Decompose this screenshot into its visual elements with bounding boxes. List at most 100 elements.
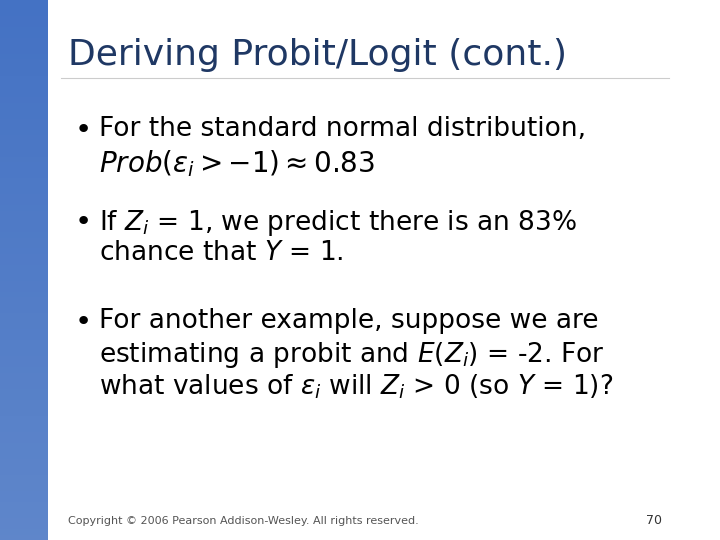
Bar [0,22,48,27]
Bar [0,59,48,65]
Bar [0,184,48,189]
Bar [0,481,48,486]
Bar [0,0,48,5]
Bar [0,486,48,491]
Bar [0,76,48,81]
Bar [0,292,48,297]
Bar [0,130,48,135]
Text: Copyright © 2006 Pearson Addison-Wesley. All rights reserved.: Copyright © 2006 Pearson Addison-Wesley.… [68,516,419,526]
Bar [0,524,48,529]
Bar [0,297,48,302]
Bar [0,140,48,146]
Text: chance that $Y$ = 1.: chance that $Y$ = 1. [99,240,343,266]
Bar [0,162,48,167]
Bar [0,178,48,184]
Bar [0,167,48,173]
Bar [0,281,48,286]
Bar [0,232,48,238]
Bar [0,205,48,211]
Bar [0,443,48,448]
Bar [0,313,48,319]
FancyBboxPatch shape [0,0,48,540]
Bar [0,362,48,367]
Bar [0,248,48,254]
Bar [0,502,48,508]
Bar [0,43,48,49]
Bar [0,400,48,405]
Bar [0,173,48,178]
Text: 70: 70 [647,514,662,526]
Bar [0,427,48,432]
Bar [0,254,48,259]
Bar [0,518,48,524]
Bar [0,49,48,54]
Text: $\mathit{Prob}(\varepsilon_i > \mathrm{-1}) \approx 0.83$: $\mathit{Prob}(\varepsilon_i > \mathrm{-… [99,148,374,179]
Bar [0,151,48,157]
Bar [0,302,48,308]
Bar [0,508,48,513]
Bar [0,421,48,427]
Bar [0,103,48,108]
Bar [0,491,48,497]
Text: For another example, suppose we are: For another example, suppose we are [99,308,598,334]
Bar [0,259,48,265]
Bar [0,113,48,119]
Bar [0,340,48,346]
Bar [0,135,48,140]
Bar [0,497,48,502]
Bar [0,454,48,459]
Bar [0,475,48,481]
Bar [0,146,48,151]
Bar [0,275,48,281]
Bar [0,324,48,329]
Bar [0,535,48,540]
Bar [0,410,48,416]
Bar [0,243,48,248]
Bar [0,86,48,92]
Text: If $Z_i$ = 1, we predict there is an 83%: If $Z_i$ = 1, we predict there is an 83% [99,208,577,238]
Bar [0,405,48,410]
Bar [0,70,48,76]
Bar [0,432,48,437]
Bar [0,351,48,356]
Text: estimating a probit and $E(Z_i)$ = -2. For: estimating a probit and $E(Z_i)$ = -2. F… [99,340,604,370]
Text: For the standard normal distribution,: For the standard normal distribution, [99,116,586,142]
Bar [0,265,48,270]
Bar [0,227,48,232]
Bar [0,459,48,464]
Bar [0,335,48,340]
Bar [0,11,48,16]
Bar [0,238,48,243]
Text: •: • [75,116,92,144]
Bar [0,308,48,313]
Bar [0,464,48,470]
Bar [0,286,48,292]
Bar [0,319,48,324]
Bar [0,373,48,378]
Bar [0,92,48,97]
Bar [0,189,48,194]
Bar [0,65,48,70]
Bar [0,97,48,103]
Text: •: • [75,308,92,336]
Bar [0,346,48,351]
Bar [0,367,48,373]
Bar [0,394,48,400]
Bar [0,200,48,205]
Bar [0,211,48,216]
Bar [0,448,48,454]
Bar [0,356,48,362]
Bar [0,270,48,275]
Bar [0,157,48,162]
Bar [0,383,48,389]
Bar [0,16,48,22]
Bar [0,38,48,43]
Bar [0,5,48,11]
Bar [0,378,48,383]
Bar [0,81,48,86]
Bar [0,513,48,518]
Bar [0,54,48,59]
Text: •: • [75,208,92,236]
Bar [0,108,48,113]
Bar [0,389,48,394]
